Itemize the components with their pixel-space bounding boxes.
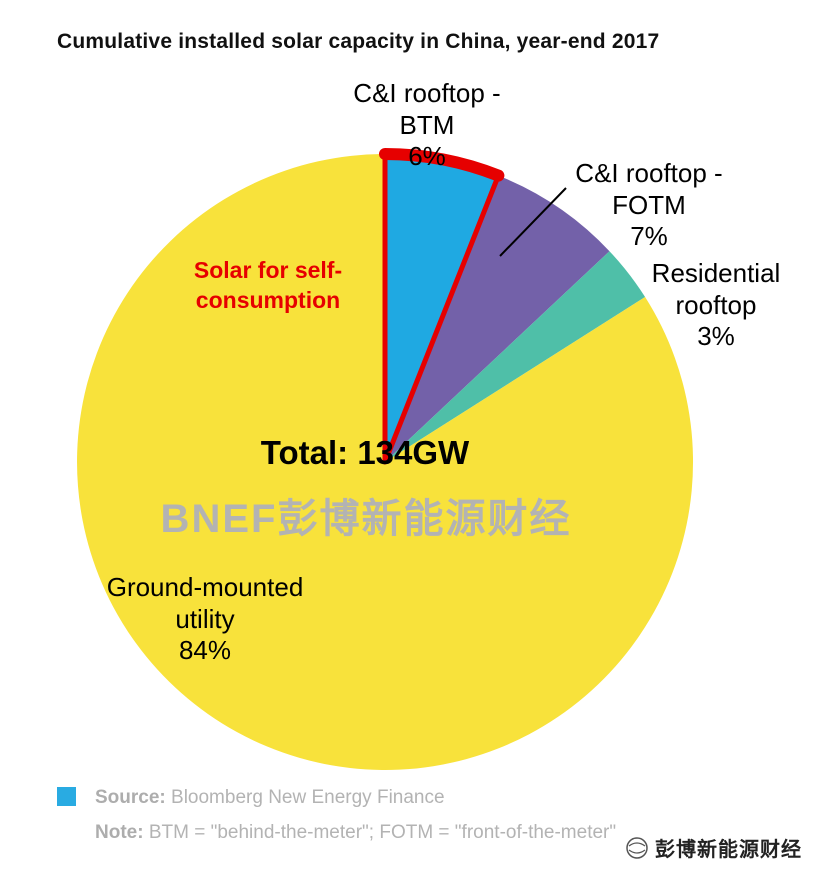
label-line: consumption xyxy=(195,286,341,313)
self-consumption-arc xyxy=(379,147,505,182)
label-line: Ground-mounted xyxy=(106,572,304,602)
label-line: Residential xyxy=(651,258,781,288)
label-residential-rooftop: Residential rooftop 3% xyxy=(652,258,781,353)
label-line: Solar for self- xyxy=(193,257,343,283)
pie-slices xyxy=(77,147,694,770)
label-line: rooftop xyxy=(675,289,757,320)
label-line: utility xyxy=(175,603,235,634)
chart-title: Cumulative installed solar capacity in C… xyxy=(57,30,660,53)
bottom-right-watermark: 彭博新能源财经 xyxy=(617,830,810,865)
note-text: BTM = "behind-the-meter"; FOTM = "front-… xyxy=(143,822,617,843)
label-ci-rooftop-fotm: C&I rooftop - FOTM 7% xyxy=(575,158,722,253)
source-label: Source: xyxy=(95,787,166,808)
label-line: C&I rooftop - xyxy=(575,158,723,188)
legend-swatch xyxy=(57,787,76,806)
watermark-text: 彭博新能源财经 xyxy=(655,839,802,861)
bnef-watermark: BNEF彭博新能源财经 xyxy=(160,497,572,541)
label-line: 3% xyxy=(697,321,735,352)
watermark-globe-icon xyxy=(626,836,648,859)
label-line: 7% xyxy=(630,221,668,252)
label-solar-self-consumption: Solar for self- consumption xyxy=(194,256,342,316)
label-line: 84% xyxy=(178,635,232,666)
note-line: Note: BTM = "behind-the-meter"; FOTM = "… xyxy=(95,822,616,844)
source-line: Source: Bloomberg New Energy Finance xyxy=(95,787,445,809)
label-line: 6% xyxy=(408,141,446,172)
fotm-leader-line xyxy=(499,187,567,257)
note-label: Note: xyxy=(95,822,144,843)
pie-center-total: Total: 134GW xyxy=(260,434,470,471)
source-text: Bloomberg New Energy Finance xyxy=(165,787,445,808)
pie-slice-1 xyxy=(385,175,610,462)
label-line: C&I rooftop - xyxy=(353,78,501,108)
label-ground-mounted-utility: Ground-mounted utility 84% xyxy=(107,572,304,667)
label-line: FOTM xyxy=(612,189,686,220)
label-line: BTM xyxy=(399,109,455,140)
pie-slice-2 xyxy=(385,251,646,462)
label-ci-rooftop-btm: C&I rooftop - BTM 6% xyxy=(353,78,500,173)
